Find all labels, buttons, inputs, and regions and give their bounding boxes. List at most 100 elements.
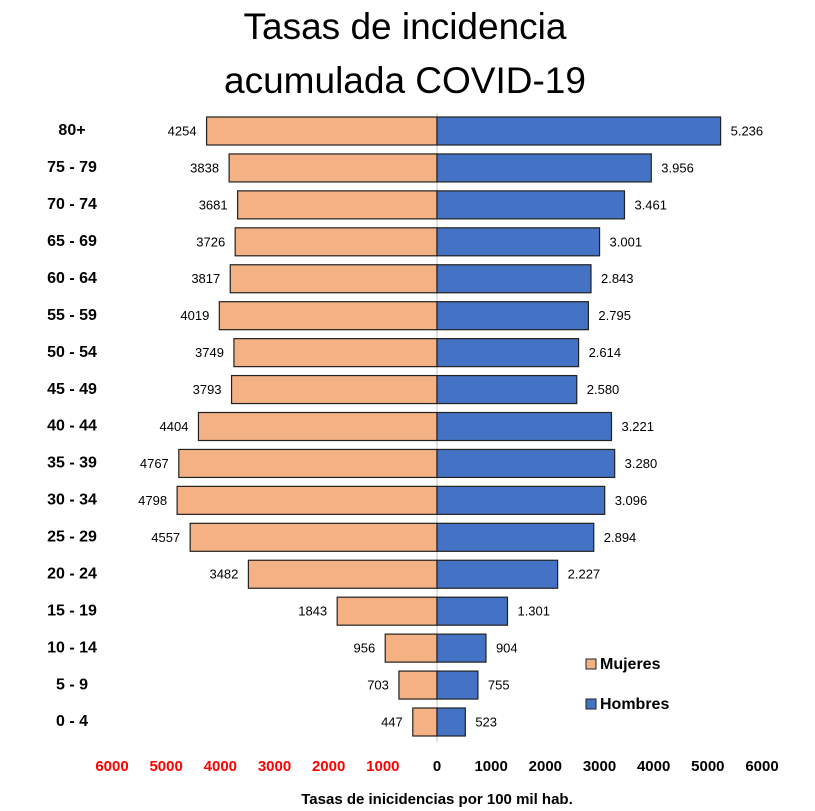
data-label: 4019 [180, 308, 209, 323]
legend-swatch [585, 658, 597, 670]
bar [230, 374, 438, 405]
category-label: 70 - 74 [47, 196, 97, 213]
data-label: 3817 [191, 271, 220, 286]
category-label: 65 - 69 [47, 233, 97, 250]
data-label: 523 [475, 714, 497, 729]
data-label: 3.001 [610, 234, 643, 249]
bar [229, 264, 438, 294]
category-label: 55 - 59 [47, 307, 97, 324]
bar [189, 522, 438, 552]
data-label: 1843 [298, 604, 327, 619]
bar [234, 227, 438, 257]
x-tick-label: 4000 [204, 758, 237, 775]
data-label: 3793 [193, 382, 222, 397]
category-label: 5 - 9 [56, 676, 88, 693]
bar [336, 596, 438, 626]
bar [436, 227, 601, 257]
data-label: 4254 [168, 123, 197, 138]
category-label: 25 - 29 [47, 529, 97, 546]
data-label: 2.843 [601, 271, 634, 286]
x-tick-label: 2000 [529, 758, 562, 775]
x-tick-label: 5000 [149, 758, 182, 775]
bar [436, 301, 589, 331]
data-label: 3.221 [621, 419, 654, 434]
category-label: 0 - 4 [56, 713, 88, 730]
bar [436, 485, 606, 515]
legend-label: Mujeres [600, 656, 661, 673]
category-label: 80+ [58, 122, 85, 139]
bar [436, 707, 466, 737]
x-tick-label: 4000 [637, 758, 670, 775]
bar [197, 411, 438, 442]
x-tick-label: 6000 [95, 758, 128, 775]
bar [436, 153, 652, 183]
bar [233, 338, 438, 368]
data-label: 3726 [196, 234, 225, 249]
data-label: 1.301 [517, 604, 550, 619]
bar [436, 338, 580, 368]
bar [176, 485, 438, 515]
x-tick-label: 3000 [258, 758, 291, 775]
bar [436, 374, 578, 405]
x-tick-label: 6000 [745, 758, 778, 775]
x-tick-label: 2000 [312, 758, 345, 775]
data-label: 904 [496, 641, 518, 656]
data-label: 4767 [140, 456, 169, 471]
bar [384, 633, 438, 663]
x-tick-label: 1000 [366, 758, 399, 775]
data-label: 2.894 [604, 530, 637, 545]
data-label: 2.227 [568, 567, 601, 582]
data-label: 4557 [151, 530, 180, 545]
category-label: 45 - 49 [47, 381, 97, 398]
category-label: 75 - 79 [47, 159, 97, 176]
data-label: 3.461 [634, 197, 667, 212]
data-label: 3.096 [615, 493, 648, 508]
category-label: 10 - 14 [47, 639, 97, 656]
category-label: 30 - 34 [47, 492, 97, 509]
bar [178, 448, 438, 479]
bar [436, 633, 487, 663]
data-label: 3.956 [661, 160, 694, 175]
bar [436, 448, 616, 479]
data-label: 5.236 [731, 123, 764, 138]
data-label: 4404 [160, 419, 189, 434]
chart-title: Tasas de incidencia acumulada COVID-19 [224, 6, 586, 101]
data-label: 3.280 [625, 456, 658, 471]
data-label: 2.580 [587, 382, 620, 397]
data-label: 755 [488, 678, 510, 693]
category-label: 60 - 64 [47, 270, 97, 287]
bar [398, 670, 438, 700]
category-label: 50 - 54 [47, 344, 97, 361]
category-label: 40 - 44 [47, 418, 97, 435]
bar [228, 153, 438, 183]
bar [436, 190, 626, 220]
x-tick-label: 1000 [474, 758, 507, 775]
data-label: 703 [367, 678, 389, 693]
bar [412, 707, 438, 737]
category-label: 35 - 39 [47, 455, 97, 472]
x-tick-label: 3000 [583, 758, 616, 775]
data-label: 2.614 [589, 345, 622, 360]
x-axis-label: Tasas de inicidencias por 100 mil hab. [301, 791, 573, 808]
data-label: 447 [381, 714, 403, 729]
data-label: 3749 [195, 345, 224, 360]
bar [218, 301, 438, 331]
bar [247, 559, 438, 589]
bar [436, 411, 613, 442]
bar [436, 116, 722, 146]
category-label: 20 - 24 [47, 565, 97, 582]
x-tick-label: 5000 [691, 758, 724, 775]
legend-label: Hombres [600, 696, 669, 713]
bar [237, 190, 438, 220]
data-label: 3482 [209, 567, 238, 582]
data-label: 2.795 [598, 308, 631, 323]
category-label: 15 - 19 [47, 602, 97, 619]
bar [205, 116, 438, 146]
data-label: 3838 [190, 160, 219, 175]
data-label: 956 [354, 641, 376, 656]
data-label: 4798 [138, 493, 167, 508]
data-label: 3681 [199, 197, 228, 212]
legend-swatch [585, 698, 597, 710]
